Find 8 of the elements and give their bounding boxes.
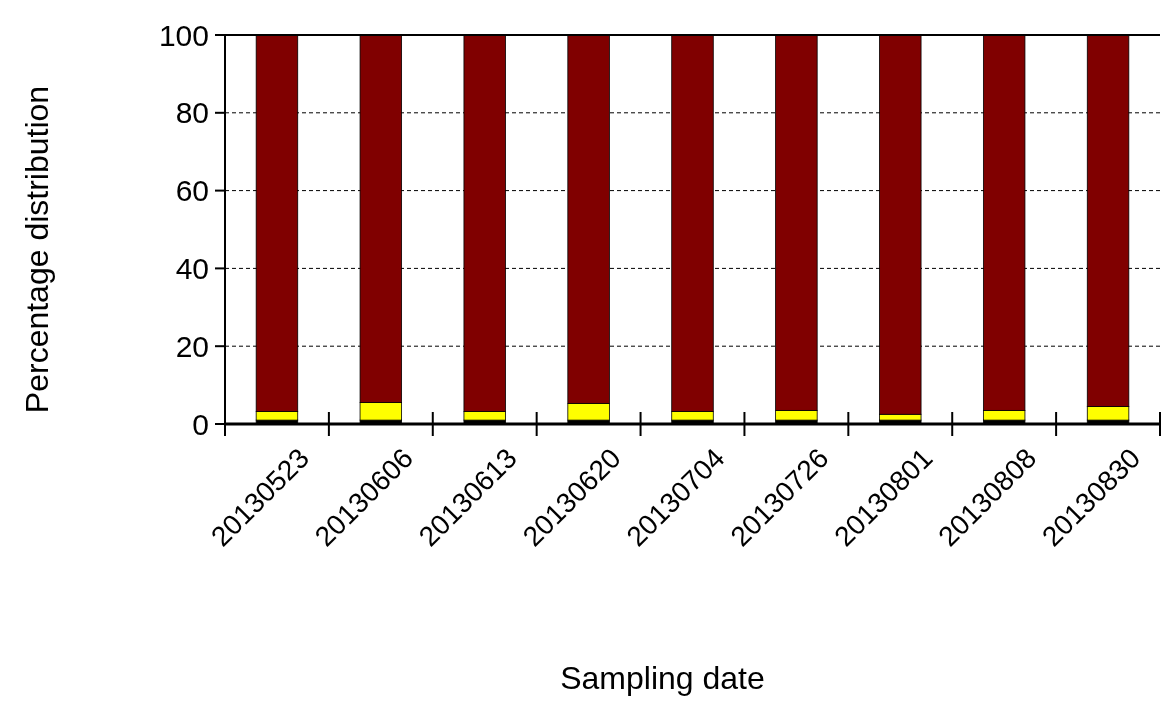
y-tick-label: 20 bbox=[175, 329, 209, 363]
y-axis-title: Percentage distribution bbox=[19, 85, 55, 414]
y-tick-label: 80 bbox=[175, 96, 209, 130]
y-tick-label: 0 bbox=[192, 407, 209, 441]
y-tick-label: 40 bbox=[175, 251, 209, 285]
y-tick-label: 60 bbox=[175, 174, 209, 208]
x-axis-title: Sampling date bbox=[560, 660, 765, 696]
y-tick-label: 100 bbox=[158, 18, 209, 52]
